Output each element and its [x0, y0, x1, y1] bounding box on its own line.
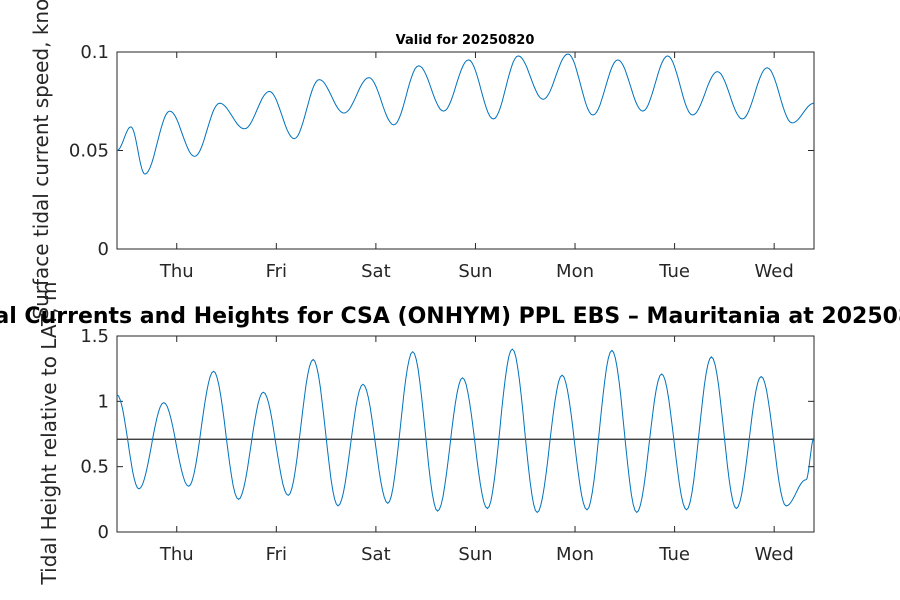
top-xtick-label: Fri	[266, 261, 287, 282]
bottom-ytick-label: 0	[98, 522, 109, 543]
bottom-series-line	[116, 348, 815, 514]
top-series-line	[116, 53, 815, 175]
top-xtick-label: Thu	[159, 261, 194, 282]
top-chart-ylabel: Surface tidal current speed, knots	[29, 0, 53, 320]
bottom-chart-ylabel: Tidal Height relative to LAT, m	[37, 282, 61, 586]
bottom-ytick-label: 1	[98, 391, 109, 412]
bottom-xtick-label: Fri	[266, 544, 287, 565]
bottom-chart-panel: 0 0.5 1 1.5 Thu Fri Sat Sun Mon Tue Wed	[80, 326, 815, 565]
bottom-ytick-label: 1.5	[80, 326, 109, 347]
top-ytick-label: 0.05	[69, 141, 109, 162]
top-xtick-label: Sat	[361, 261, 391, 282]
top-ytick-label: 0.1	[80, 42, 109, 63]
top-ytick-label: 0	[98, 239, 109, 260]
figure-title: Tidal Currents and Heights for CSA (ONHY…	[0, 304, 900, 329]
top-xtick-label: Sun	[458, 261, 492, 282]
bottom-xtick-label: Wed	[755, 544, 794, 565]
bottom-axes-box	[116, 335, 815, 533]
bottom-xtick-label: Thu	[159, 544, 194, 565]
bottom-ytick-label: 0.5	[80, 457, 109, 478]
bottom-xtick-label: Sat	[361, 544, 391, 565]
bottom-xtick-label: Tue	[658, 544, 690, 565]
top-chart-panel: 0 0.05 0.1 Thu Fri Sat Sun Mon Tue Wed	[69, 42, 815, 282]
bottom-xtick-label: Sun	[458, 544, 492, 565]
top-xtick-label: Wed	[755, 261, 794, 282]
bottom-xtick-label: Mon	[556, 544, 594, 565]
top-xtick-label: Tue	[658, 261, 690, 282]
top-chart-title: Valid for 20250820	[396, 33, 535, 48]
top-xtick-label: Mon	[556, 261, 594, 282]
